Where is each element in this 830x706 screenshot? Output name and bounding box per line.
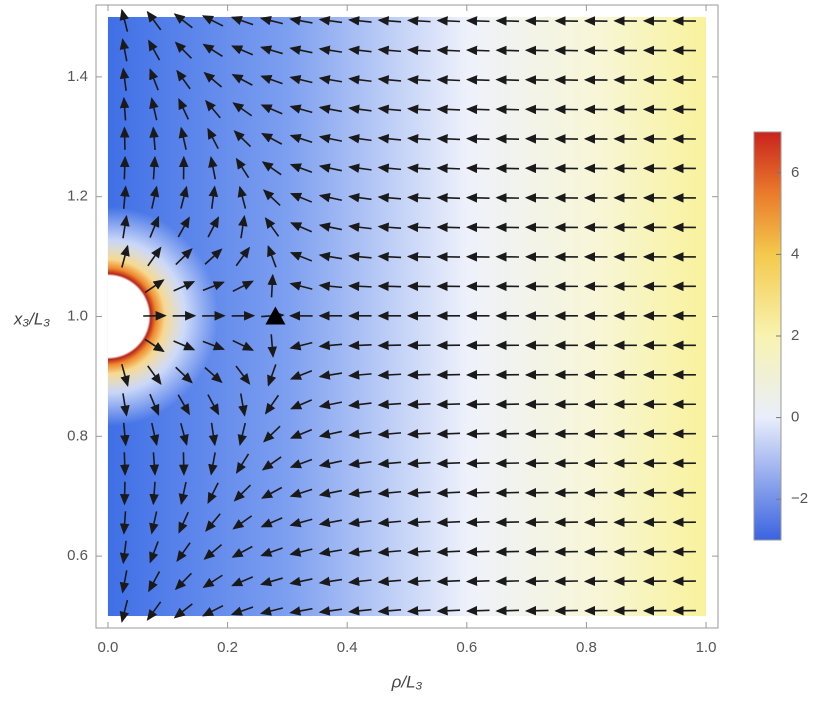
field-arrow xyxy=(438,610,460,611)
field-arrow xyxy=(379,374,401,375)
field-arrow xyxy=(379,345,401,346)
colorbar-tick-label: 0 xyxy=(791,409,799,426)
field-arrow xyxy=(438,79,460,80)
field-arrow xyxy=(527,21,549,22)
x-tick-label: 1.0 xyxy=(696,639,717,656)
field-arrow xyxy=(438,404,460,405)
field-arrow xyxy=(468,463,490,464)
x-tick-label: 0.4 xyxy=(337,639,358,656)
colorbar-tick-label: 2 xyxy=(791,327,799,344)
field-arrow xyxy=(527,551,549,552)
field-arrow xyxy=(527,581,549,582)
field-arrow xyxy=(438,433,460,434)
field-arrow xyxy=(497,80,519,81)
field-arrow xyxy=(409,374,431,375)
field-arrow xyxy=(497,551,519,552)
field-arrow xyxy=(409,256,431,257)
field-arrow xyxy=(497,139,519,140)
field-arrow xyxy=(497,492,519,493)
y-tick-label: 1.2 xyxy=(67,188,88,205)
field-arrow xyxy=(468,198,490,199)
field-arrow xyxy=(124,157,125,179)
field-arrow xyxy=(468,433,490,434)
field-arrow xyxy=(497,50,519,51)
field-arrow xyxy=(497,21,519,22)
x-axis-label: ρ/L₃ xyxy=(391,672,423,691)
field-arrow xyxy=(497,463,519,464)
field-arrow xyxy=(438,463,460,464)
y-tick-label: 0.8 xyxy=(67,427,88,444)
field-arrow xyxy=(468,109,490,110)
field-arrow xyxy=(497,168,519,169)
field-arrow xyxy=(438,50,460,51)
field-arrow xyxy=(438,138,460,139)
x-tick-label: 0.8 xyxy=(576,639,597,656)
field-arrow xyxy=(350,345,372,346)
field-arrow xyxy=(497,610,519,611)
field-arrow xyxy=(438,492,460,493)
colorbar-tick-label: 4 xyxy=(791,245,799,262)
field-arrow xyxy=(468,581,490,582)
field-arrow xyxy=(527,610,549,611)
colorbar-tick-label: 6 xyxy=(791,164,799,181)
field-arrow xyxy=(350,286,372,287)
field-arrow xyxy=(438,197,460,198)
y-tick-label: 1.4 xyxy=(67,68,88,85)
field-arrow xyxy=(468,139,490,140)
field-arrow xyxy=(438,20,460,21)
colorbar-tick-label: −2 xyxy=(791,490,808,507)
field-arrow xyxy=(497,109,519,110)
field-arrow xyxy=(409,404,431,405)
field-arrow xyxy=(438,109,460,110)
field-arrow xyxy=(468,551,490,552)
field-arrow xyxy=(497,522,519,523)
field-arrow xyxy=(438,551,460,552)
field-arrow xyxy=(438,581,460,582)
plot-area xyxy=(0,10,706,621)
field-arrow xyxy=(379,286,401,287)
field-arrow xyxy=(497,581,519,582)
field-arrow xyxy=(468,80,490,81)
field-arrow xyxy=(438,227,460,228)
field-arrow xyxy=(468,492,490,493)
field-arrow xyxy=(379,256,401,257)
field-arrow xyxy=(438,168,460,169)
field-arrow xyxy=(468,522,490,523)
field-arrow xyxy=(124,452,125,474)
field-arrow xyxy=(409,227,431,228)
field-arrow xyxy=(468,50,490,51)
field-arrow xyxy=(527,80,549,81)
y-axis-label: x₃/L₃ xyxy=(13,309,50,328)
x-tick-label: 0.0 xyxy=(98,639,119,656)
y-tick-label: 0.6 xyxy=(67,547,88,564)
field-arrow xyxy=(468,168,490,169)
field-arrow xyxy=(468,21,490,22)
field-arrow xyxy=(438,522,460,523)
field-arrow xyxy=(527,50,549,51)
y-tick-label: 1.0 xyxy=(67,307,88,324)
x-tick-label: 0.2 xyxy=(217,639,238,656)
x-tick-label: 0.6 xyxy=(456,639,477,656)
field-arrow xyxy=(468,610,490,611)
